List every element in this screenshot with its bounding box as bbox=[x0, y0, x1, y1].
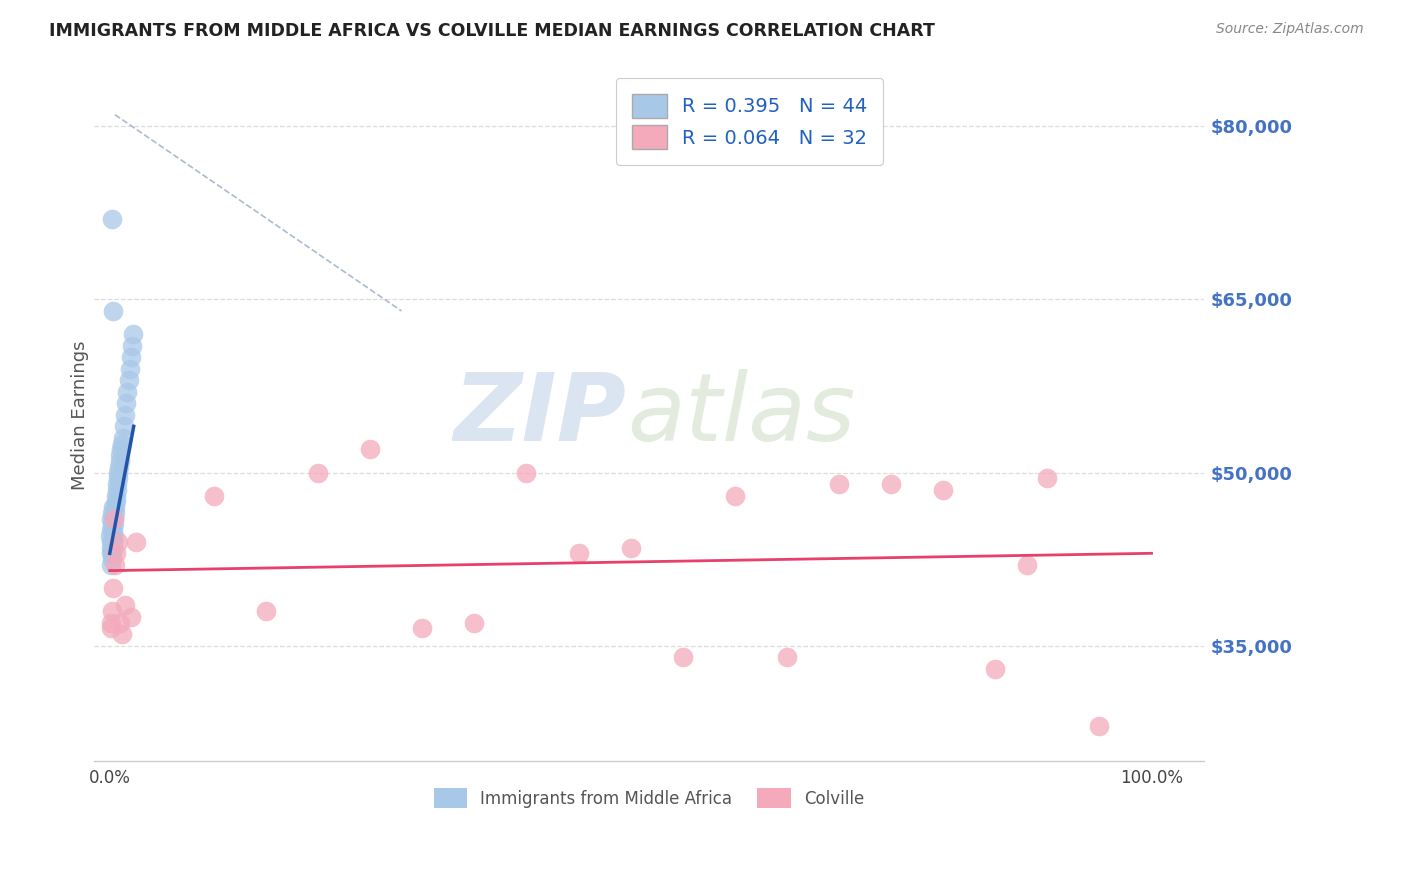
Point bbox=[101, 534, 124, 549]
Legend: Immigrants from Middle Africa, Colville: Immigrants from Middle Africa, Colville bbox=[427, 781, 870, 815]
Point bbox=[100, 511, 122, 525]
Point bbox=[101, 211, 124, 226]
Point bbox=[100, 534, 122, 549]
Point bbox=[620, 541, 643, 555]
Point bbox=[567, 546, 589, 560]
Point bbox=[100, 541, 122, 555]
Point bbox=[103, 517, 125, 532]
Point bbox=[117, 384, 139, 399]
Point bbox=[100, 621, 122, 635]
Point bbox=[100, 546, 122, 560]
Point bbox=[103, 529, 125, 543]
Point bbox=[359, 442, 381, 457]
Point bbox=[104, 500, 127, 515]
Point bbox=[101, 523, 124, 537]
Point bbox=[101, 534, 124, 549]
Point bbox=[108, 448, 131, 462]
Point bbox=[114, 599, 136, 613]
Point bbox=[112, 431, 135, 445]
Point bbox=[120, 350, 142, 364]
Point bbox=[104, 558, 127, 572]
Point bbox=[100, 523, 122, 537]
Point bbox=[1015, 558, 1038, 572]
Point bbox=[103, 511, 125, 525]
Point bbox=[105, 489, 128, 503]
Point bbox=[120, 609, 142, 624]
Point bbox=[103, 511, 125, 525]
Point bbox=[121, 326, 143, 341]
Point bbox=[463, 615, 485, 630]
Point bbox=[111, 627, 134, 641]
Point bbox=[776, 650, 799, 665]
Point bbox=[108, 615, 131, 630]
Point bbox=[724, 489, 747, 503]
Point bbox=[254, 604, 277, 618]
Point bbox=[672, 650, 695, 665]
Point bbox=[307, 466, 329, 480]
Point bbox=[111, 436, 134, 450]
Point bbox=[880, 477, 903, 491]
Point bbox=[101, 546, 124, 560]
Point bbox=[125, 534, 148, 549]
Point bbox=[98, 529, 121, 543]
Point bbox=[107, 466, 129, 480]
Text: ZIP: ZIP bbox=[454, 368, 627, 461]
Point bbox=[105, 477, 128, 491]
Point bbox=[105, 483, 128, 497]
Point bbox=[101, 500, 124, 515]
Point bbox=[101, 552, 124, 566]
Point bbox=[104, 506, 127, 520]
Text: Source: ZipAtlas.com: Source: ZipAtlas.com bbox=[1216, 22, 1364, 37]
Text: IMMIGRANTS FROM MIDDLE AFRICA VS COLVILLE MEDIAN EARNINGS CORRELATION CHART: IMMIGRANTS FROM MIDDLE AFRICA VS COLVILL… bbox=[49, 22, 935, 40]
Point bbox=[101, 541, 124, 555]
Point bbox=[114, 408, 136, 422]
Point bbox=[515, 466, 537, 480]
Point bbox=[105, 546, 128, 560]
Point bbox=[117, 373, 139, 387]
Point bbox=[101, 517, 124, 532]
Point bbox=[110, 442, 132, 457]
Point bbox=[411, 621, 433, 635]
Point bbox=[108, 454, 131, 468]
Point bbox=[107, 534, 129, 549]
Point bbox=[202, 489, 225, 503]
Point bbox=[100, 615, 122, 630]
Point bbox=[1088, 719, 1111, 733]
Point bbox=[115, 396, 138, 410]
Point bbox=[108, 459, 131, 474]
Point bbox=[105, 494, 128, 508]
Point bbox=[828, 477, 851, 491]
Point bbox=[107, 471, 129, 485]
Point bbox=[101, 506, 124, 520]
Y-axis label: Median Earnings: Median Earnings bbox=[72, 340, 89, 490]
Point bbox=[101, 581, 124, 595]
Point bbox=[101, 304, 124, 318]
Text: atlas: atlas bbox=[627, 369, 855, 460]
Point bbox=[932, 483, 955, 497]
Point bbox=[118, 361, 141, 376]
Point bbox=[112, 419, 135, 434]
Point bbox=[100, 558, 122, 572]
Point bbox=[121, 338, 143, 352]
Point bbox=[1036, 471, 1059, 485]
Point bbox=[984, 662, 1007, 676]
Point bbox=[101, 604, 124, 618]
